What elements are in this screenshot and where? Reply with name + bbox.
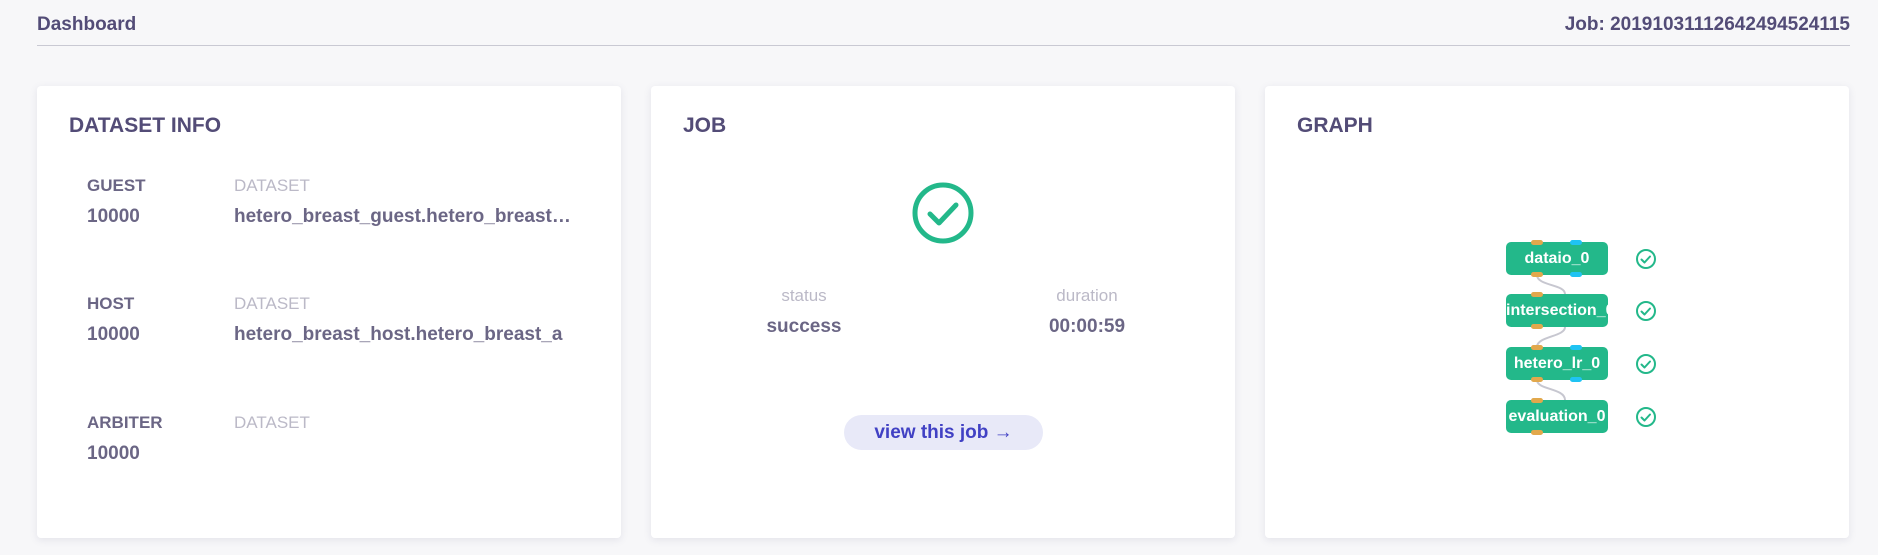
- role-label: ARBITER: [87, 413, 163, 432]
- check-circle-icon: [912, 182, 974, 244]
- card-title: DATASET INFO: [69, 114, 222, 137]
- dataset-value: hetero_breast_host.hetero_breast_a: [234, 324, 563, 345]
- card-title: GRAPH: [1297, 114, 1373, 137]
- count-value: 10000: [87, 324, 140, 345]
- view-job-button[interactable]: view this job →: [844, 415, 1043, 450]
- dataset-info-card: DATASET INFO GUEST DATASET 10000 hetero_…: [37, 86, 621, 538]
- check-circle-icon: [1636, 354, 1656, 374]
- graph-node[interactable]: intersection_0: [1506, 294, 1614, 327]
- check-circle-icon: [1636, 301, 1656, 321]
- check-circle-icon: [1636, 407, 1656, 427]
- page-header: Dashboard Job: 20191031112642494524115: [37, 10, 1850, 46]
- graph-edges: [1536, 274, 1566, 401]
- status-value: success: [766, 316, 842, 337]
- graph-node[interactable]: hetero_lr_0: [1506, 347, 1608, 380]
- duration-label: duration: [1056, 286, 1118, 305]
- graph-node[interactable]: evaluation_0: [1506, 400, 1608, 433]
- duration-value: 00:00:59: [1048, 316, 1126, 337]
- role-label: HOST: [87, 294, 135, 313]
- job-card: JOB status success duration 00:00:59 vie…: [651, 86, 1235, 538]
- card-title: JOB: [683, 114, 727, 137]
- check-circle-icon: [1636, 249, 1656, 269]
- dataset-label: DATASET: [234, 413, 310, 432]
- role-label: GUEST: [87, 176, 146, 195]
- graph-node[interactable]: dataio_0: [1506, 242, 1608, 275]
- dataset-value: hetero_breast_guest.hetero_breast_guest: [234, 206, 574, 227]
- dataset-label: DATASET: [234, 176, 310, 195]
- status-label: status: [781, 286, 827, 305]
- count-value: 10000: [87, 443, 140, 464]
- dataset-label: DATASET: [234, 294, 310, 313]
- page-title: Dashboard: [37, 14, 137, 35]
- job-id: Job: 20191031112642494524115: [1564, 14, 1850, 35]
- count-value: 10000: [87, 206, 140, 227]
